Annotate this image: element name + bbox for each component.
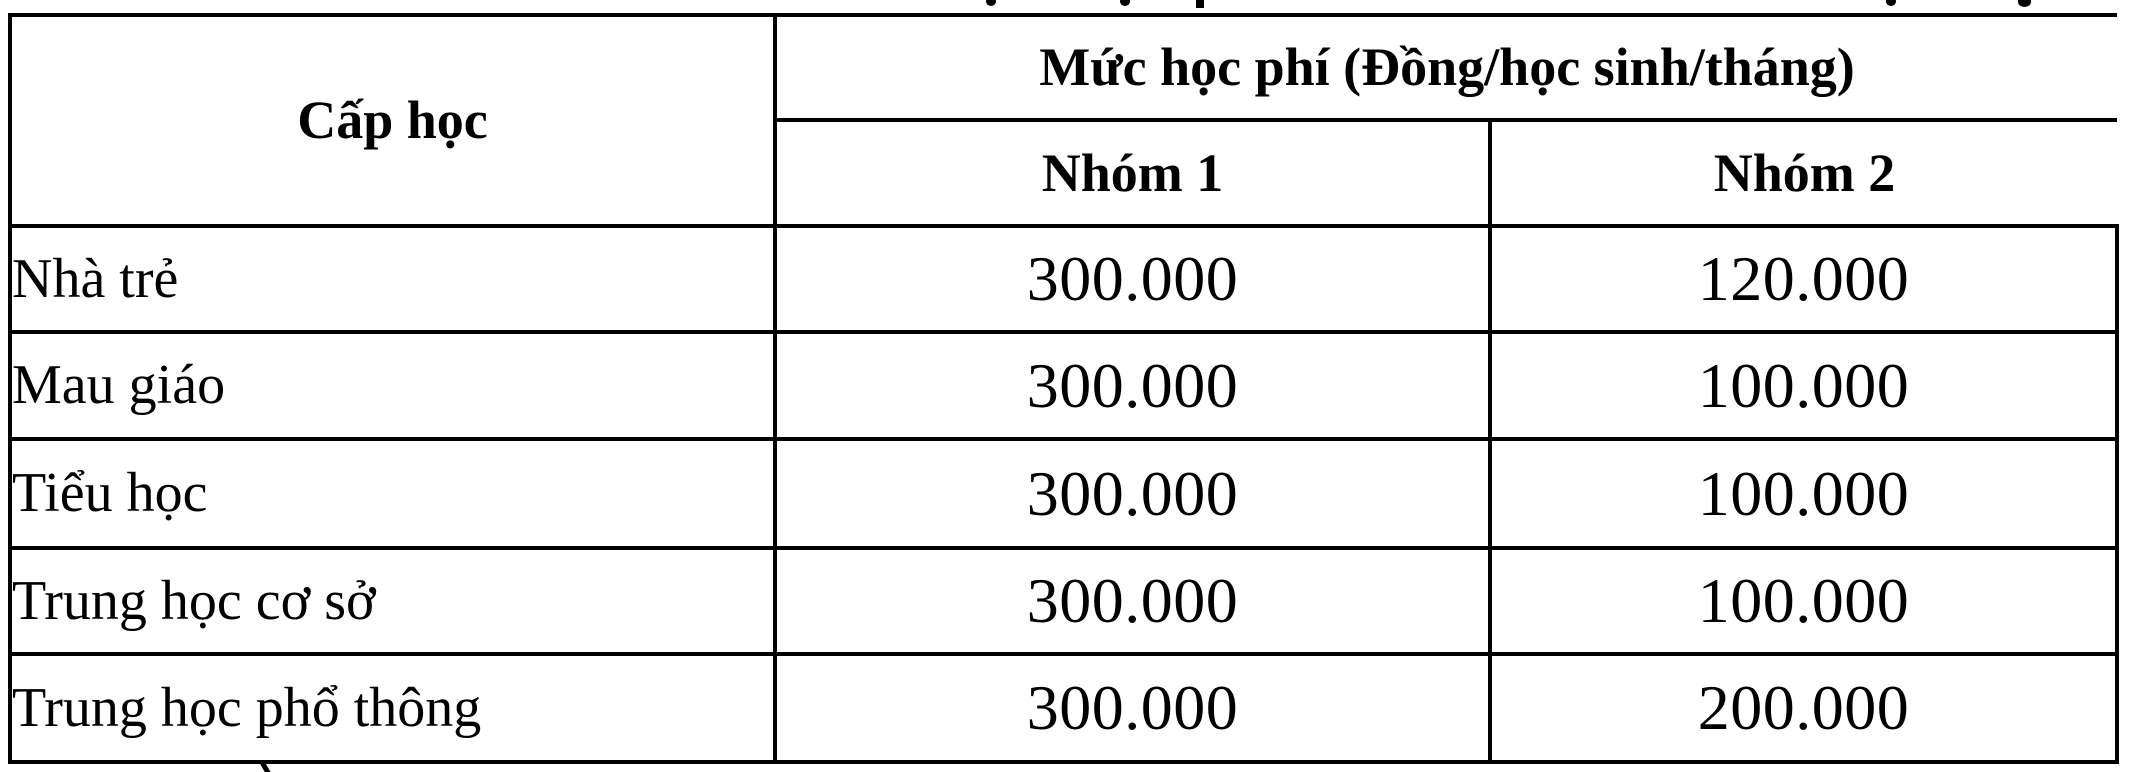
nhom2-value: 100.000 <box>1487 437 2120 550</box>
nhom1-value: 300.000 <box>773 652 1492 764</box>
column-header-group-2: Nhóm 2 <box>1487 118 2118 228</box>
table-header-row-1: Cấp học Mức học phí (Đồng/học sinh/tháng… <box>8 13 2118 228</box>
level-cell: Tiểu học <box>8 437 777 550</box>
cropped-text-remnant <box>2018 0 2031 7</box>
cropped-text-remnant <box>1120 0 1130 6</box>
table-row: Mau giáo 300.000 100.000 <box>8 330 2120 441</box>
cropped-text-remnant <box>1196 0 1204 8</box>
nhom2-value: 100.000 <box>1487 546 2120 656</box>
nhom1-value: 300.000 <box>773 437 1492 550</box>
tuition-fee-table: Cấp học Mức học phí (Đồng/học sinh/tháng… <box>8 13 2120 764</box>
column-header-fee: Mức học phí (Đồng/học sinh/tháng) <box>772 13 2118 122</box>
table-row: Trung học phổ thông 300.000 200.000 <box>8 652 2120 764</box>
nhom1-value: 300.000 <box>773 330 1492 441</box>
column-header-group-1: Nhóm 1 <box>773 118 1492 228</box>
table-row: Trung học cơ sở 300.000 100.000 <box>8 546 2120 656</box>
nhom1-value: 300.000 <box>773 224 1492 334</box>
nhom2-value: 100.000 <box>1487 330 2120 441</box>
nhom1-value: 300.000 <box>773 546 1492 656</box>
nhom2-value: 120.000 <box>1487 224 2120 334</box>
table-row: Nhà trẻ 300.000 120.000 <box>8 224 2120 334</box>
table-row: Tiểu học 300.000 100.000 <box>8 437 2120 550</box>
level-cell: Trung học phổ thông <box>8 652 777 764</box>
nhom2-value: 200.000 <box>1487 652 2120 764</box>
column-header-level: Cấp học <box>8 13 777 228</box>
level-cell: Trung học cơ sở <box>8 546 777 656</box>
level-cell: Mau giáo <box>8 330 777 441</box>
cropped-text-remnant <box>1886 0 1896 6</box>
cropped-text-remnant <box>986 0 996 6</box>
level-cell: Nhà trẻ <box>8 224 777 334</box>
table-header-row-2: Nhóm 1 Nhóm 2 <box>10 118 2118 228</box>
